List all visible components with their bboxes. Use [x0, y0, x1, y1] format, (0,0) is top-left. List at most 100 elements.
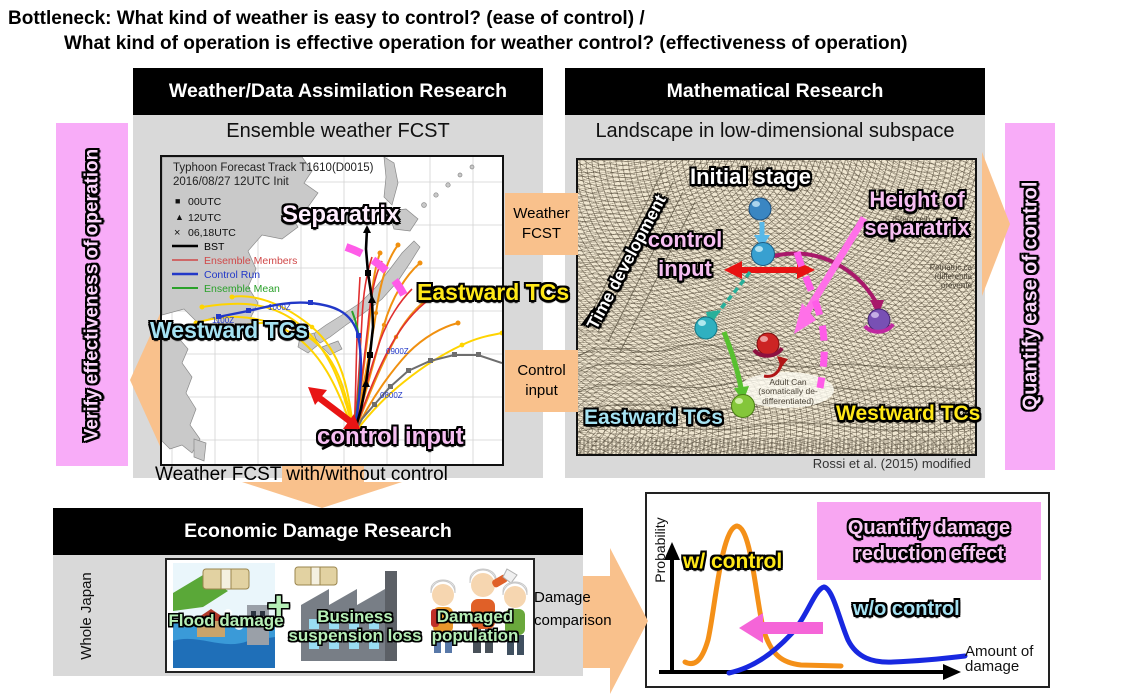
- flood-damage-illustration: [173, 563, 275, 668]
- eastward-tcs-label-landscape: Eastward TCs: [584, 406, 723, 429]
- damaged-population-label: Damaged population: [431, 607, 519, 645]
- verify-banner: Verify effectiveness of operation: [56, 123, 128, 466]
- amount-axis-label: Amount of damage: [965, 643, 1034, 675]
- damage-chart: Probability w/ control w/o control Amoun…: [645, 492, 1050, 688]
- time-label-0: 1100Z: [212, 316, 234, 325]
- tracks-yellow-dots: [193, 294, 502, 348]
- without-control-curve: [726, 584, 968, 676]
- damaged-population-illustration: [430, 568, 528, 655]
- initial-stage-label: Initial stage: [690, 164, 812, 189]
- petriatric-fineprint: Petriatric ca (differentia prevente: [929, 263, 972, 290]
- with-control-label: w/ control: [683, 550, 783, 573]
- legend-marker-label-2: 06,18UTC: [188, 227, 236, 239]
- econ-panel: Economic Damage Research Whole Japan: [53, 508, 583, 676]
- shift-arrow: [739, 613, 823, 643]
- bottleneck-heading: Bottleneck: What kind of weather is easy…: [8, 6, 908, 56]
- weather-fcst-caption: Weather FCST with/without control: [155, 464, 448, 485]
- ball-slope: [694, 316, 718, 340]
- x-axis-arrowhead: [943, 664, 961, 680]
- heading-line-2: What kind of operation is effective oper…: [64, 33, 908, 54]
- westward-tcs-label-landscape: Westward TCs: [836, 402, 981, 425]
- heading-line-1: Bottleneck: What kind of weather is easy…: [8, 8, 645, 29]
- legend-marker-symbol-0: ■: [175, 196, 180, 206]
- control-input-label-landscape: control input: [647, 227, 723, 281]
- weather-panel-title: Weather/Data Assimilation Research: [133, 68, 543, 115]
- stem-cell-fineprint: (Stem cell): [892, 215, 931, 224]
- eastward-tcs-label-map: Eastward TCs: [417, 279, 570, 305]
- whole-japan-label: Whole Japan: [78, 572, 95, 660]
- track-bst-markers: [351, 225, 376, 437]
- adult-fineprint: Adult Can (somatically de-differentiated…: [758, 377, 818, 406]
- time-arrowhead: [580, 306, 598, 326]
- person-right: [502, 581, 528, 655]
- landscape-separatrix-dash: [793, 251, 828, 389]
- probability-axis-label: Probability: [652, 517, 668, 583]
- plus-sign: +: [267, 584, 291, 628]
- typhoon-map: Typhoon Forecast Track T1610(D0015) 2016…: [150, 155, 569, 466]
- landscape-foreground-hatch: [578, 438, 975, 454]
- quantify-arrow: [982, 152, 1010, 296]
- verify-arrow: [130, 305, 164, 455]
- landscape-figure: Time development Initial stage control i…: [576, 158, 981, 456]
- down-arrow: [242, 452, 402, 508]
- legend-label-members: Ensemble Members: [204, 255, 297, 267]
- totipotent-fineprint: Totipotent: [738, 165, 773, 174]
- ball-initial: [748, 197, 772, 221]
- flood-damage-label: Flood damage: [168, 611, 284, 630]
- map-title: Typhoon Forecast Track T1610(D0015): [173, 162, 374, 174]
- legend-marker-label-0: 00UTC: [188, 196, 222, 208]
- legend-label-mean: Ensemble Mean: [204, 283, 280, 295]
- damage-comparison-arrow: [583, 548, 648, 694]
- without-control-label: w/o control: [853, 598, 960, 620]
- control-input-label-map: control input: [317, 423, 464, 450]
- legend-marker-symbol-2: ×: [174, 227, 180, 239]
- damage-illustrations-box: Flood damage + Business suspension loss …: [165, 558, 535, 673]
- weather-panel-subtitle: Ensemble weather FCST: [226, 120, 450, 142]
- westward-tcs-label-map: Westward TCs: [150, 317, 309, 343]
- business-loss-illustration: [294, 566, 397, 661]
- control-input-connector: Control input: [505, 350, 578, 412]
- time-label-2: 0900Z: [386, 347, 409, 356]
- quantify-banner-label: Quantify ease of control: [1019, 181, 1041, 411]
- person-left: [430, 579, 456, 653]
- track-observed-markers: [372, 352, 481, 407]
- legend-marker-label-1: 12UTC: [188, 212, 222, 224]
- damage-chart-graphic: [659, 523, 968, 680]
- tracks-orange-dots: [373, 242, 461, 340]
- math-panel-title: Mathematical Research: [565, 68, 985, 115]
- separatrix-label: Separatrix: [282, 201, 400, 228]
- time-label-3: 0800Z: [380, 391, 403, 400]
- with-control-curve: [682, 523, 844, 669]
- map-legend: Typhoon Forecast Track T1610(D0015) 2016…: [172, 162, 409, 400]
- damage-comparison-label: Damage comparison: [534, 589, 612, 630]
- landscape-graphic: [578, 169, 975, 454]
- height-arrow: [794, 216, 867, 334]
- track-control-markers: [216, 300, 361, 338]
- verify-banner-label: Verify effectiveness of operation: [81, 148, 103, 442]
- descent-arrow: [754, 222, 770, 248]
- legend-label-bst: BST: [204, 241, 225, 253]
- ball-saddle: [751, 242, 775, 266]
- adult-ellipse: [738, 372, 834, 408]
- height-of-separatrix-label: Height of separatrix: [864, 187, 970, 240]
- math-panel-subtitle: Landscape in low-dimensional subspace: [595, 120, 955, 142]
- time-label-1: 1000Z: [268, 303, 291, 312]
- legend-label-control: Control Run: [204, 269, 260, 281]
- back-jump-arrow: [763, 356, 788, 378]
- econ-panel-title: Economic Damage Research: [53, 508, 583, 555]
- control-input-arrow: [308, 387, 361, 431]
- business-loss-label: Business suspension loss: [288, 607, 422, 645]
- landscape-ridges: [578, 169, 975, 433]
- westward-jump-arrow: [773, 251, 884, 316]
- y-axis-arrowhead: [664, 542, 680, 560]
- separatrix-dash: [344, 243, 409, 299]
- landscape-credit: Rossi et al. (2015) modified: [812, 456, 971, 471]
- map-init: 2016/08/27 12UTC Init: [173, 176, 290, 188]
- typhoon-map-graphic: Typhoon Forecast Track T1610(D0015) 2016…: [162, 157, 502, 464]
- quantify-banner: Quantify ease of control: [1005, 123, 1055, 470]
- quantify-damage-note: Quantify damage reduction effect: [817, 502, 1041, 580]
- legend-marker-symbol-1: ▲: [175, 212, 184, 222]
- state-balls: [694, 197, 895, 418]
- map-land: [162, 157, 475, 462]
